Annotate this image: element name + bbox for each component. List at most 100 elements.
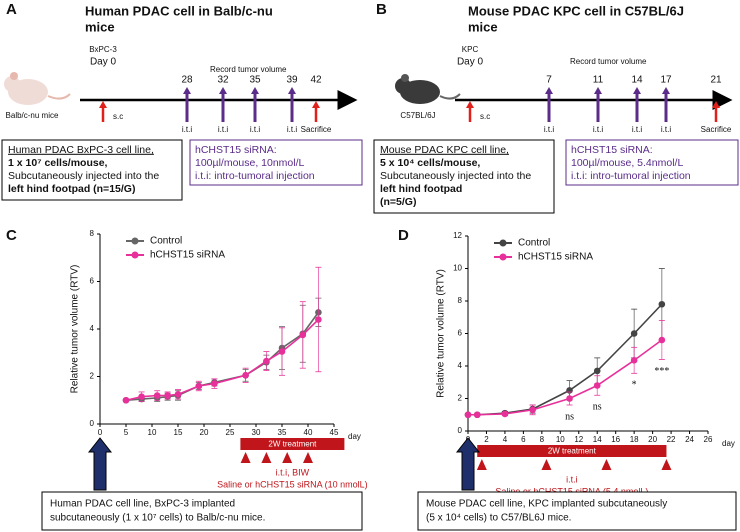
arrow-head (99, 101, 107, 108)
info-text: Subcutaneously injected into the (8, 170, 159, 182)
info-text: Human PDAC BxPC-3 cell line, (8, 144, 154, 156)
x-tick-label: 8 (540, 435, 545, 444)
x-tick-label: 10 (556, 435, 565, 444)
arrow-head (712, 101, 720, 108)
legend-label: Control (150, 236, 182, 247)
note-text: (5 x 10⁴ cells) to C57/BL6J mice. (426, 513, 571, 524)
x-tick-label: 6 (521, 435, 526, 444)
iti-label: i.t.i (593, 125, 603, 134)
x-tick-label: 15 (174, 428, 183, 437)
y-tick-label: 2 (458, 394, 463, 403)
treatment-bar (240, 438, 345, 450)
panel-label: A (6, 1, 17, 18)
y-tick-label: 0 (458, 426, 463, 435)
note-text: subcutaneously (1 x 10⁷ cells) to Balb/c… (50, 513, 265, 524)
point (593, 367, 601, 375)
sirna-box (189, 139, 363, 186)
info-box (373, 139, 555, 214)
mouse-label: C57BL/6J (400, 111, 435, 120)
info-text: left hind footpad (n=15/G) (8, 183, 135, 195)
day-label: 14 (631, 75, 643, 86)
y-tick-label: 12 (453, 231, 462, 240)
point (174, 391, 182, 398)
day-label: 21 (710, 75, 722, 86)
treatment-label: 2W treatment (268, 440, 317, 449)
injection-marker (282, 452, 293, 463)
x-tick-label: 22 (667, 435, 676, 444)
day-label: 28 (181, 75, 193, 86)
sirna-box (565, 139, 739, 186)
sacrifice-label: Sacrifice (301, 125, 332, 134)
iti-label: i.t.i (287, 125, 297, 134)
point (153, 392, 161, 399)
note-text: Mouse PDAC cell line, KPC implanted subc… (426, 499, 667, 510)
x-tick-label: 2 (484, 435, 489, 444)
y-tick-label: 2 (90, 372, 95, 381)
timeline-title: Human PDAC cell in Balb/c-nu (85, 3, 273, 18)
arrow-head (662, 87, 670, 94)
arrow-head (633, 87, 641, 94)
point (195, 382, 203, 390)
info-text: left hind footpad (380, 183, 462, 195)
legend-marker (131, 251, 139, 259)
info-box (1, 139, 183, 201)
note-box (417, 491, 737, 531)
day-label: 35 (249, 75, 261, 86)
arrow-head (594, 87, 602, 94)
day-label: 39 (286, 75, 298, 86)
mouse-label: Balb/c-nu mice (6, 111, 59, 120)
injection-marker (476, 459, 487, 470)
point (242, 372, 249, 379)
x-tick-label: 0 (98, 428, 103, 437)
sacrifice-label: Sacrifice (701, 125, 732, 134)
point (566, 395, 573, 402)
day-label: 32 (217, 75, 229, 86)
treatment-bar (477, 445, 667, 457)
day-label: 7 (546, 75, 552, 86)
point (501, 410, 509, 418)
x-tick-label: 26 (704, 435, 713, 444)
point (630, 330, 638, 337)
timeline-title: mice (468, 19, 498, 34)
x-tick-label: 14 (593, 435, 602, 444)
y-tick-label: 6 (90, 277, 95, 286)
x-tick-label: 20 (200, 428, 209, 437)
info-text: 5 x 10⁴ cells/mouse, (380, 157, 480, 169)
y-tick-label: 4 (90, 324, 95, 333)
series-line (125, 311, 320, 402)
note-box (41, 491, 363, 531)
y-tick-label: 0 (90, 419, 95, 428)
injection-marker (240, 452, 251, 463)
point (278, 348, 286, 355)
panel-label: C (6, 227, 17, 244)
sc-label: s.c (113, 112, 123, 121)
x-tick-label: 16 (611, 435, 620, 444)
series-line (468, 339, 663, 416)
x-tick-label: 12 (574, 435, 583, 444)
sirna-text: 100µl/mouse, 5.4nmol/L (571, 157, 683, 169)
x-tick-label: 24 (685, 435, 694, 444)
injection-marker (303, 452, 313, 463)
cell-line: KPC (462, 45, 479, 54)
sirna-text: 100µl/mouse, 10nmol/L (195, 157, 305, 169)
legend-label: Control (518, 238, 550, 249)
x-tick-label: 35 (278, 428, 287, 437)
treatment-text: Saline or hCHST15 siRNA (5.4 nmolL) (495, 486, 648, 496)
point (529, 406, 536, 414)
point (464, 411, 472, 419)
treatment-label: 2W treatment (548, 447, 597, 456)
x-axis-label: day (722, 439, 735, 448)
sc-label: s.c (480, 112, 490, 121)
legend-marker (499, 253, 507, 261)
implant-arrow (87, 437, 113, 491)
x-tick-label: 20 (648, 435, 657, 444)
injection-marker (601, 459, 612, 470)
y-axis-label: Relative tumor volume (RTV) (70, 265, 81, 394)
x-tick-label: 25 (226, 428, 235, 437)
x-tick-label: 4 (503, 435, 508, 444)
sirna-text: hCHST15 siRNA: (571, 144, 653, 156)
day-label: 17 (660, 75, 672, 86)
point (164, 392, 171, 399)
arrow-head (251, 87, 259, 94)
